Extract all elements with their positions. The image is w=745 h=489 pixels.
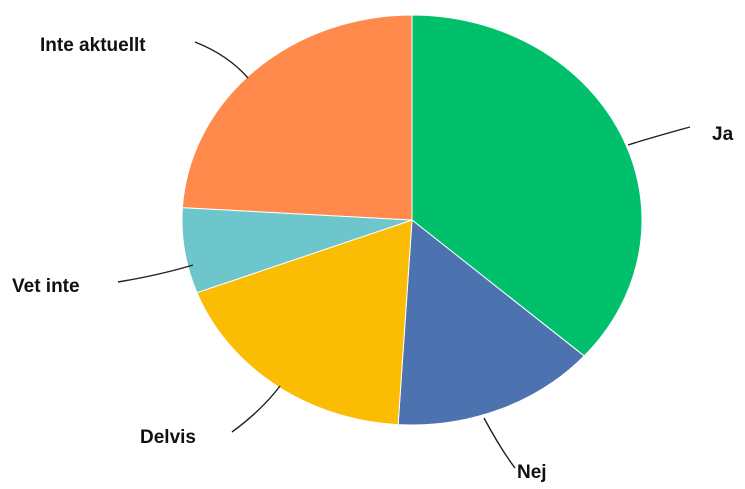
pie-slice-ja (411, 14, 643, 357)
pie-slice-inte-aktuellt (181, 14, 413, 221)
leader-line-nej (483, 417, 516, 469)
slice-label-nej: Nej (517, 462, 547, 483)
leader-lines (117, 41, 691, 469)
slice-label-delvis: Delvis (140, 427, 196, 448)
leader-line-delvis (231, 385, 281, 433)
pie-slice-nej (397, 219, 585, 426)
pie-slices (181, 14, 643, 426)
leader-line-vet-inte (117, 264, 194, 283)
slice-label-vet-inte: Vet inte (12, 276, 80, 297)
leader-line-ja (627, 126, 691, 146)
slice-label-inte-aktuellt: Inte aktuellt (40, 35, 146, 56)
slice-label-ja: Ja (712, 124, 734, 145)
pie-slice-delvis (196, 219, 413, 426)
slice-labels: Ja Nej Delvis Vet inte Inte aktuellt (12, 35, 734, 483)
leader-line-inte-aktuellt (194, 41, 249, 79)
